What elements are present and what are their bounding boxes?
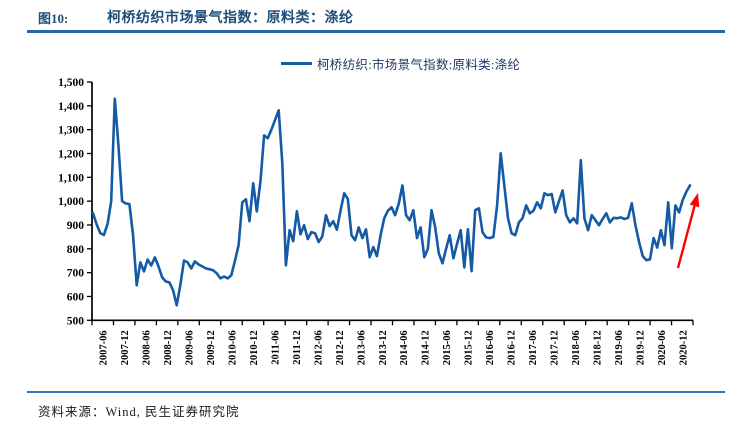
y-axis-label: 900 xyxy=(67,220,85,232)
x-axis-label: 2009-06 xyxy=(185,330,196,365)
legend-line-swatch xyxy=(281,61,312,65)
x-axis-label: 2011-12 xyxy=(292,330,303,364)
figure-title: 柯桥纺织市场景气指数：原料类：涤纶 xyxy=(107,11,354,26)
x-axis-label: 2007-12 xyxy=(120,330,131,365)
x-axis-label: 2017-12 xyxy=(549,330,560,365)
x-axis-label: 2009-12 xyxy=(206,330,217,365)
x-axis-label: 2013-06 xyxy=(356,330,367,365)
x-axis-label: 2015-06 xyxy=(442,330,453,365)
x-axis-label: 2012-06 xyxy=(313,330,324,365)
trend-arrow-shaft xyxy=(676,205,696,269)
y-axis-label: 600 xyxy=(67,291,85,303)
footer-divider xyxy=(27,391,725,393)
y-axis-label: 1,200 xyxy=(58,148,84,160)
y-axis-label: 800 xyxy=(67,244,85,256)
x-axis-label: 2013-12 xyxy=(378,330,389,365)
x-axis-label: 2016-12 xyxy=(507,330,518,365)
y-axis-label: 1,500 xyxy=(58,77,84,89)
y-axis-label: 1,100 xyxy=(58,172,84,184)
x-axis-label: 2016-06 xyxy=(485,330,496,365)
y-axis-label: 1,400 xyxy=(58,101,84,113)
chart-legend: 柯桥纺织:市场景气指数:原料类:涤纶 xyxy=(281,55,521,72)
x-axis-label: 2014-12 xyxy=(421,330,432,365)
source-note: 资料来源：Wind, 民生证券研究院 xyxy=(38,405,240,419)
x-axis-label: 2019-06 xyxy=(614,330,625,365)
x-axis-label: 2008-12 xyxy=(163,330,174,365)
y-axis-label: 500 xyxy=(67,315,85,327)
series-line xyxy=(91,97,692,307)
x-axis-label: 2017-06 xyxy=(528,330,539,365)
x-axis-label: 2008-06 xyxy=(142,330,153,365)
y-axis-label: 700 xyxy=(67,268,85,280)
x-axis-label: 2007-06 xyxy=(99,330,110,365)
trend-arrow-head xyxy=(689,193,700,208)
x-axis-label: 2010-06 xyxy=(228,330,239,365)
x-axis-label: 2018-06 xyxy=(571,330,582,365)
header-divider xyxy=(27,30,725,33)
x-axis-label: 2020-12 xyxy=(678,330,689,365)
x-axis-label: 2010-12 xyxy=(249,330,260,365)
figure-number: 图10: xyxy=(38,11,69,26)
y-axis-label: 1,000 xyxy=(58,196,84,208)
x-axis-label: 2011-06 xyxy=(270,330,281,364)
x-axis-label: 2015-12 xyxy=(464,330,475,365)
x-axis-label: 2014-06 xyxy=(399,330,410,365)
x-axis-label: 2012-12 xyxy=(335,330,346,365)
x-axis-label: 2018-12 xyxy=(592,330,603,365)
x-axis-label: 2020-06 xyxy=(657,330,668,365)
x-axis-label: 2019-12 xyxy=(635,330,646,365)
y-axis-label: 1,300 xyxy=(58,125,84,137)
legend-label: 柯桥纺织:市场景气指数:原料类:涤纶 xyxy=(317,57,521,72)
